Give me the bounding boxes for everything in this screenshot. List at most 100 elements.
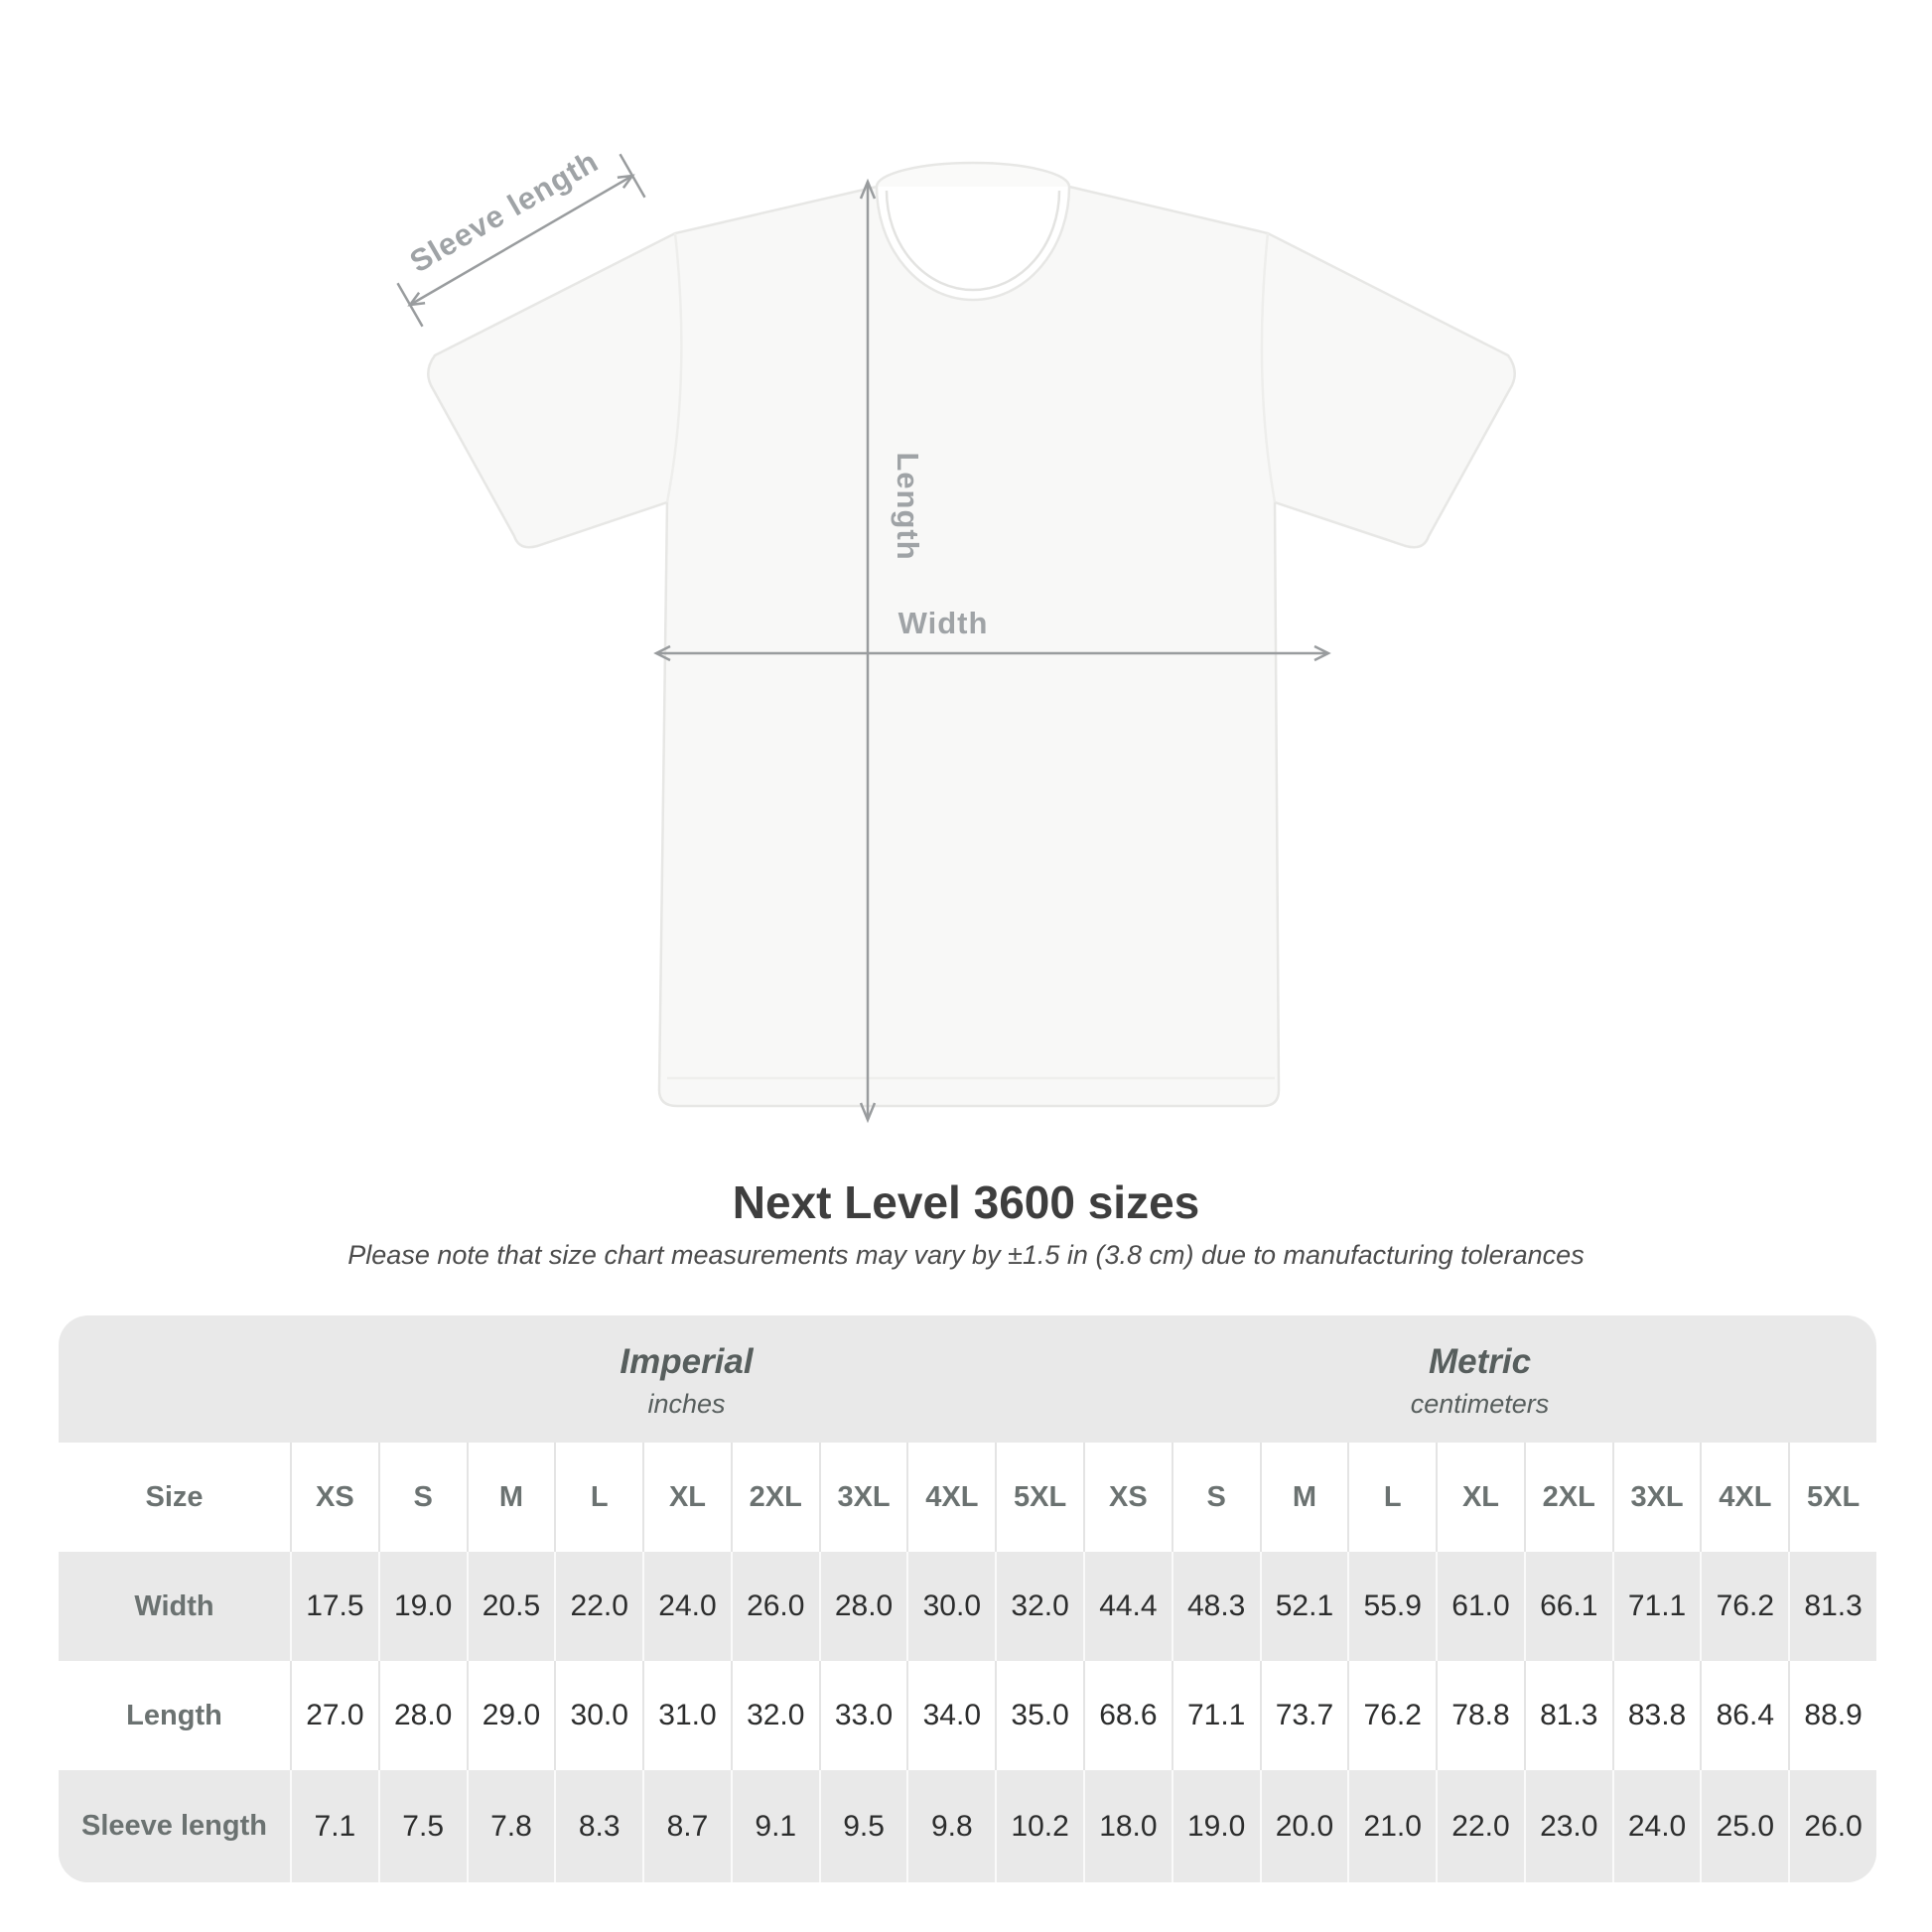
measurement-value-cell: 55.9 bbox=[1347, 1552, 1436, 1661]
size-column-header: L bbox=[1347, 1443, 1436, 1552]
imperial-unit: inches bbox=[647, 1389, 726, 1419]
size-column-header: 5XL bbox=[995, 1443, 1083, 1552]
unit-header-row: Imperial inches Metric centimeters bbox=[59, 1315, 1876, 1443]
measurement-value-cell: 26.0 bbox=[730, 1552, 819, 1661]
measurement-value-cell: 9.1 bbox=[730, 1770, 819, 1882]
size-table: Imperial inches Metric centimeters Size … bbox=[59, 1315, 1876, 1882]
sleeve-dimension-line bbox=[409, 174, 633, 307]
tshirt-collar-back bbox=[875, 161, 1071, 188]
measurement-value-cell: 33.0 bbox=[818, 1661, 907, 1770]
size-column-header: M bbox=[466, 1443, 555, 1552]
measurement-value-cell: 81.3 bbox=[1523, 1661, 1612, 1770]
tolerance-note: Please note that size chart measurements… bbox=[347, 1240, 1585, 1270]
size-column-header: XL bbox=[1436, 1443, 1524, 1552]
measurement-value-cell: 7.1 bbox=[290, 1770, 378, 1882]
size-column-header: 2XL bbox=[730, 1443, 819, 1552]
measurement-value-cell: 78.8 bbox=[1436, 1661, 1524, 1770]
measurement-value-cell: 8.7 bbox=[642, 1770, 731, 1882]
measurement-value-cell: 88.9 bbox=[1788, 1661, 1876, 1770]
measurement-value-cell: 7.5 bbox=[377, 1770, 467, 1882]
size-column-header: S bbox=[377, 1443, 467, 1552]
size-column-header: 3XL bbox=[818, 1443, 907, 1552]
measurement-value-cell: 83.8 bbox=[1611, 1661, 1701, 1770]
measurement-value-cell: 22.0 bbox=[554, 1552, 642, 1661]
unit-group-imperial: Imperial inches bbox=[290, 1315, 1083, 1443]
page-title: Next Level 3600 sizes bbox=[732, 1176, 1200, 1228]
measurement-value-cell: 35.0 bbox=[995, 1661, 1083, 1770]
measurement-value-cell: 28.0 bbox=[377, 1661, 467, 1770]
size-header-row: Size XS S M L XL 2XL 3XL 4XL 5XL XS S M L XL 2XL 3XL 4XL… bbox=[59, 1443, 1876, 1552]
measurement-value-cell: 76.2 bbox=[1347, 1661, 1436, 1770]
tshirt-left-sleeve-seam bbox=[665, 232, 683, 503]
measurement-value-cell: 8.3 bbox=[554, 1770, 642, 1882]
measurement-value-cell: 9.8 bbox=[906, 1770, 995, 1882]
measurement-value-cell: 34.0 bbox=[906, 1661, 995, 1770]
sleeve-extension-tick-upper bbox=[619, 153, 646, 199]
measurement-value-cell: 71.1 bbox=[1611, 1552, 1701, 1661]
measurement-value-cell: 81.3 bbox=[1788, 1552, 1876, 1661]
measurement-value-cell: 7.8 bbox=[466, 1770, 555, 1882]
measurement-value-cell: 22.0 bbox=[1436, 1770, 1524, 1882]
width-row-label: Width bbox=[134, 1589, 214, 1622]
metric-header: Metric bbox=[1428, 1342, 1532, 1381]
measurement-value-cell: 19.0 bbox=[1171, 1770, 1260, 1882]
measurement-value-cell: 21.0 bbox=[1347, 1770, 1436, 1882]
measurement-value-cell: 44.4 bbox=[1083, 1552, 1172, 1661]
length-row: Length 27.0 28.0 29.0 30.0 31.0 32.0 33.0 34.0 3… bbox=[59, 1661, 1876, 1770]
measurement-value-cell: 18.0 bbox=[1083, 1770, 1172, 1882]
tshirt-diagram-svg: Sleeve length Length Width bbox=[396, 144, 1516, 1124]
metric-unit: centimeters bbox=[1410, 1389, 1550, 1419]
measurement-value-cell: 73.7 bbox=[1259, 1661, 1348, 1770]
measurement-value-cell: 23.0 bbox=[1523, 1770, 1612, 1882]
unit-group-metric: Metric centimeters bbox=[1083, 1315, 1876, 1443]
measurement-value-cell: 61.0 bbox=[1436, 1552, 1524, 1661]
measurement-value-cell: 76.2 bbox=[1700, 1552, 1788, 1661]
width-arrowhead-left bbox=[653, 644, 671, 662]
width-arrowhead-right bbox=[1313, 644, 1331, 662]
width-row: Width 17.5 19.0 20.5 22.0 24.0 26.0 28.0 30.0 32… bbox=[59, 1552, 1876, 1661]
size-column-header: XS bbox=[1083, 1443, 1172, 1552]
measurement-value-cell: 20.5 bbox=[466, 1552, 555, 1661]
length-row-label: Length bbox=[126, 1699, 222, 1731]
sleeve-length-row: Sleeve length 7.1 7.5 7.8 8.3 8.7 9.1 9.5 9.8 10… bbox=[59, 1770, 1876, 1882]
size-column-header: XS bbox=[290, 1443, 378, 1552]
length-arrowhead-top bbox=[859, 178, 877, 200]
sleeve-length-row-label: Sleeve length bbox=[81, 1810, 267, 1842]
imperial-header: Imperial bbox=[620, 1342, 754, 1381]
size-column-header: S bbox=[1171, 1443, 1260, 1552]
length-label: Length bbox=[891, 452, 925, 560]
measurement-value-cell: 10.2 bbox=[995, 1770, 1083, 1882]
tshirt-collar-rib bbox=[885, 190, 1061, 292]
tshirt-measurement-diagram: Sleeve length Length Width bbox=[377, 139, 1549, 1132]
dimension-lines bbox=[396, 153, 1331, 1124]
measurement-value-cell: 9.5 bbox=[818, 1770, 907, 1882]
size-column-header: XL bbox=[642, 1443, 731, 1552]
size-column-header: 4XL bbox=[906, 1443, 995, 1552]
measurement-value-cell: 32.0 bbox=[730, 1661, 819, 1770]
measurement-value-cell: 20.0 bbox=[1259, 1770, 1348, 1882]
size-column-header: 2XL bbox=[1523, 1443, 1612, 1552]
length-arrowhead-bottom bbox=[859, 1102, 877, 1124]
measurement-value-cell: 86.4 bbox=[1700, 1661, 1788, 1770]
measurement-value-cell: 24.0 bbox=[642, 1552, 731, 1661]
tshirt-right-sleeve-seam bbox=[1260, 232, 1277, 503]
measurement-value-cell: 31.0 bbox=[642, 1661, 731, 1770]
size-column-header: L bbox=[554, 1443, 642, 1552]
sleeve-length-label: Sleeve length bbox=[404, 144, 605, 280]
size-column-header: 5XL bbox=[1788, 1443, 1876, 1552]
measurement-value-cell: 68.6 bbox=[1083, 1661, 1172, 1770]
size-column-header: 4XL bbox=[1700, 1443, 1788, 1552]
measurement-value-cell: 52.1 bbox=[1259, 1552, 1348, 1661]
size-column-header: 3XL bbox=[1611, 1443, 1701, 1552]
measurement-value-cell: 17.5 bbox=[290, 1552, 378, 1661]
measurement-value-cell: 26.0 bbox=[1788, 1770, 1876, 1882]
measurement-value-cell: 24.0 bbox=[1611, 1770, 1701, 1882]
measurement-value-cell: 30.0 bbox=[554, 1661, 642, 1770]
width-label: Width bbox=[898, 606, 989, 640]
measurement-value-cell: 66.1 bbox=[1523, 1552, 1612, 1661]
measurement-value-cell: 32.0 bbox=[995, 1552, 1083, 1661]
measurement-value-cell: 71.1 bbox=[1171, 1661, 1260, 1770]
table-corner-spacer bbox=[59, 1315, 290, 1443]
sleeve-extension-tick-lower bbox=[396, 282, 424, 328]
tshirt-body bbox=[427, 185, 1516, 1108]
